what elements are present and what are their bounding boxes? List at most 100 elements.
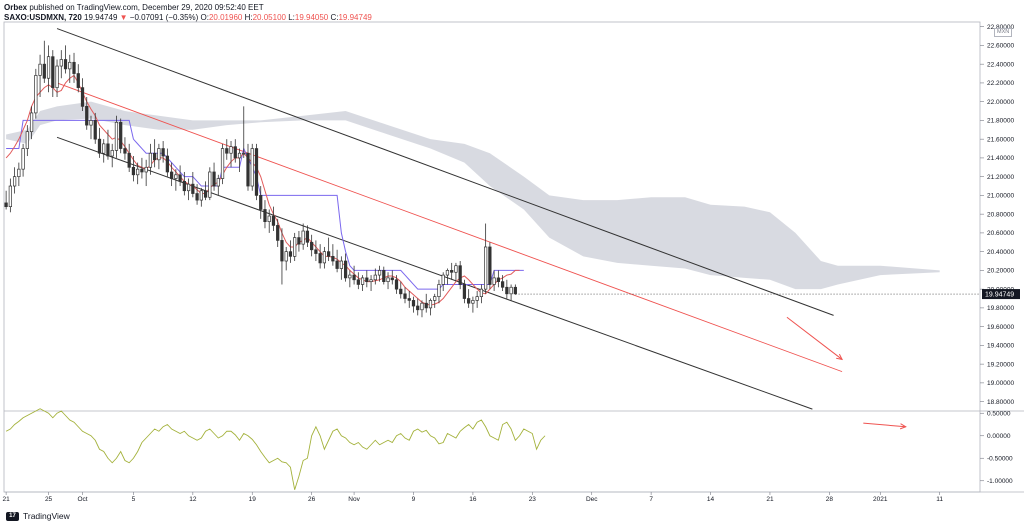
candle-body <box>450 270 454 273</box>
candle <box>467 289 471 308</box>
candle <box>63 45 68 74</box>
candle-body <box>327 251 331 257</box>
ohlc-close-label: C: <box>330 13 339 22</box>
y-tick-label: 22.80000 <box>987 24 1014 31</box>
candle-body <box>136 168 140 176</box>
candle <box>140 157 144 179</box>
candle-body <box>225 148 229 154</box>
oscillator-line <box>5 408 546 490</box>
candle <box>284 246 288 271</box>
x-tick-label: 26 <box>308 496 316 503</box>
ohlc-low: 19.94050 <box>294 13 329 22</box>
x-tick-label: Nov <box>348 496 360 503</box>
y-tick-label: 21.80000 <box>987 118 1014 125</box>
publisher-name: Orbex <box>4 3 28 12</box>
candle <box>17 162 21 187</box>
candle-body <box>407 298 411 301</box>
candle <box>76 64 80 93</box>
y-tick-label: 19.80000 <box>987 305 1014 312</box>
candle-body <box>424 302 428 309</box>
candle-body <box>55 65 59 88</box>
candle-body <box>237 152 242 159</box>
candle <box>488 242 492 290</box>
candle-body <box>513 286 517 295</box>
candle-body <box>331 255 335 262</box>
candle <box>131 156 136 182</box>
candle <box>8 178 12 213</box>
candle <box>377 265 382 282</box>
candle-body <box>220 148 225 179</box>
candle-body <box>458 265 462 285</box>
candle <box>441 272 445 292</box>
candle <box>310 234 314 257</box>
candle-body <box>161 148 165 157</box>
y-tick-label: 21.40000 <box>987 155 1014 162</box>
candle <box>195 184 199 205</box>
candle <box>327 237 331 262</box>
candle <box>242 106 246 158</box>
candle <box>119 118 123 154</box>
axes: 22.80000 22.60000 22.40000 22.20000 22.00000… <box>3 24 1020 503</box>
channel-upper-line <box>56 28 834 316</box>
candle <box>500 275 505 292</box>
candle <box>225 139 229 160</box>
candle <box>297 231 301 252</box>
candle <box>72 52 76 83</box>
candle <box>403 287 407 304</box>
oscillator-pane <box>5 408 546 490</box>
ohlc-open: 20.01960 <box>208 13 243 22</box>
candle <box>246 143 250 191</box>
candle-body <box>174 174 178 179</box>
x-tick-label: Dec <box>586 496 598 503</box>
indicator-lines <box>5 28 980 410</box>
candle-body <box>437 284 441 297</box>
candle <box>153 139 157 168</box>
candle <box>34 68 38 119</box>
candle <box>157 143 161 170</box>
currency-badge[interactable]: MXN <box>994 28 1013 37</box>
ohlc-low-label: L: <box>288 13 295 22</box>
cloud-area <box>6 101 940 290</box>
candle-body <box>433 296 437 301</box>
ichimoku-cloud <box>6 101 940 290</box>
y-tick-label: 21.20000 <box>987 174 1014 181</box>
candle-body <box>157 148 161 161</box>
candle <box>420 300 424 318</box>
candle-body <box>322 251 327 264</box>
candle-body <box>479 288 484 297</box>
candle-body <box>271 215 276 226</box>
candle-body <box>484 246 488 290</box>
candle-body <box>390 277 394 281</box>
candle <box>250 143 254 191</box>
candle <box>280 228 284 285</box>
candle <box>390 270 394 285</box>
candle <box>339 256 343 280</box>
candle <box>471 296 475 313</box>
candle-body <box>454 265 458 273</box>
candle <box>267 209 271 233</box>
candle <box>356 272 360 290</box>
candle-body <box>169 171 174 179</box>
candle-body <box>80 87 85 107</box>
candle <box>229 141 233 168</box>
y-tick-label: 22.40000 <box>987 61 1014 68</box>
candle-body <box>182 180 186 192</box>
candle <box>85 96 89 130</box>
candle <box>433 293 437 308</box>
candle <box>360 275 365 292</box>
candle-body <box>416 305 420 311</box>
candle <box>51 50 55 97</box>
candle-body <box>348 274 352 279</box>
y-tick-label: 19.20000 <box>987 361 1014 368</box>
candle-body <box>263 209 267 223</box>
candle-body <box>492 277 496 285</box>
footer: 17 TradingView <box>6 511 70 521</box>
candle-body <box>89 120 93 126</box>
candle-body <box>186 183 191 192</box>
candle <box>373 268 377 285</box>
ohlc-close: 19.94749 <box>338 13 372 22</box>
candle-body <box>496 277 500 282</box>
candle <box>199 187 203 207</box>
candle <box>475 291 479 308</box>
